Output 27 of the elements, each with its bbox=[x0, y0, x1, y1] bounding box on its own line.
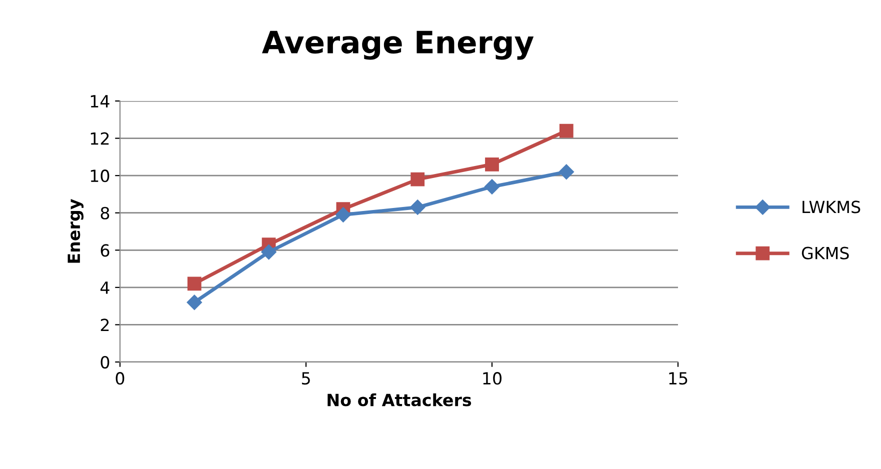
x-axis-title: No of Attackers bbox=[328, 393, 472, 406]
point bbox=[410, 200, 426, 215]
x-tick-label: 10 bbox=[483, 372, 502, 385]
point bbox=[484, 179, 500, 194]
legend-label: LWKMS bbox=[802, 200, 860, 214]
point bbox=[261, 244, 276, 260]
y-tick-label: 0 bbox=[100, 356, 110, 369]
y-tick-label: 8 bbox=[100, 206, 110, 220]
point bbox=[485, 157, 499, 172]
y-tick-label: 2 bbox=[100, 318, 109, 332]
x-tick-label: 15 bbox=[669, 372, 688, 385]
y-tick-label: 6 bbox=[100, 244, 110, 257]
point bbox=[186, 294, 202, 310]
point bbox=[410, 172, 425, 186]
x-tick-label: 5 bbox=[302, 372, 310, 385]
y-tick-label: 12 bbox=[90, 132, 109, 145]
y-tick-label: 14 bbox=[90, 95, 110, 108]
y-tick-label: 10 bbox=[90, 170, 110, 182]
y-tick-label: 4 bbox=[100, 282, 110, 294]
y-axis-title: Energy bbox=[68, 199, 84, 263]
point bbox=[559, 124, 574, 138]
chart-title: Average Energy bbox=[262, 30, 534, 60]
x-tick-label: 0 bbox=[116, 372, 124, 385]
point bbox=[336, 207, 351, 222]
legend-label: GKMS bbox=[802, 246, 849, 260]
point bbox=[558, 164, 574, 180]
point bbox=[187, 276, 202, 291]
